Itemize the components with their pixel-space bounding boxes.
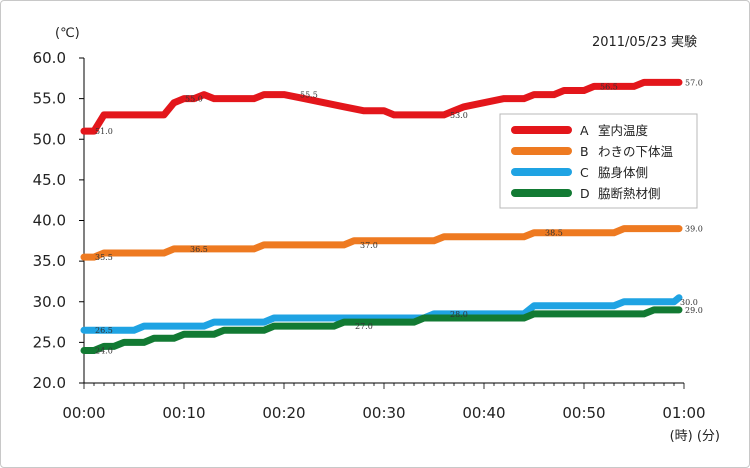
data-label-A: 55.0 [185,95,203,104]
legend-key-D: D [580,186,590,201]
series-line-A [80,78,683,135]
data-label-D: 27.0 [355,322,373,331]
y-tick-label: 25.0 [33,333,66,351]
y-tick-label: 60.0 [33,49,66,67]
data-label-B: 37.0 [360,241,378,250]
legend-label-A: 室内温度 [598,123,649,138]
x-tick-label: 00:50 [562,404,605,422]
data-label-B: 39.0 [685,225,703,234]
legend-label-C: 脇身体側 [598,165,648,180]
data-label-A: 56.5 [600,82,618,91]
x-tick-label: 00:40 [462,404,505,422]
legend: A 室内温度 B わきの下体温 C 脇身体側 D 脇断熱材側 [499,113,698,209]
y-tick-label: 55.0 [33,90,66,108]
data-label-C: 28.0 [450,310,468,319]
data-label-B: 35.5 [95,253,113,262]
data-label-A: 53.0 [450,111,468,120]
data-label-D: 29.0 [685,306,703,315]
data-label-B: 38.5 [545,229,563,238]
y-tick-label: 50.0 [33,130,66,148]
legend-key-B: B [580,144,589,159]
y-tick-label: 45.0 [33,171,66,189]
series-layer [80,78,683,354]
x-axis-unit-label: (時) (分) [670,429,720,444]
legend-label-B: わきの下体温 [598,144,674,159]
data-label-C: 30.0 [680,298,698,307]
y-axis: 20.0 25.0 30.0 35.0 40.0 45.0 50.0 55.0 60.0 [33,49,85,392]
y-tick-label: 40.0 [33,212,66,230]
data-label-A: 57.0 [685,78,703,87]
legend-label-D: 脇断熱材側 [598,186,661,201]
data-label-B: 36.5 [190,245,208,254]
data-labels-layer: 51.0 55.0 55.5 53.0 56.5 57.0 35.5 36.5 37.0 38.5… [95,78,703,355]
data-label-C: 26.5 [95,326,113,335]
legend-key-A: A [580,123,589,138]
y-tick-label: 35.0 [33,252,66,270]
y-tick-label: 20.0 [33,374,66,392]
data-label-D: 24.0 [95,347,113,356]
x-tick-label: 00:20 [262,404,305,422]
legend-key-C: C [580,165,589,180]
series-line-B [80,225,683,261]
experiment-date-note: 2011/05/23 実験 [592,34,697,50]
x-tick-label: 01:00 [662,404,705,422]
series-line-D [80,306,683,354]
data-label-A: 51.0 [95,127,113,136]
x-tick-label: 00:30 [362,404,405,422]
x-axis: 00:00 00:10 00:20 00:30 00:40 00:50 01:00 [62,382,706,422]
y-unit-label: (℃) [55,26,80,41]
x-tick-label: 00:10 [162,404,205,422]
x-tick-label: 00:00 [62,404,105,422]
y-tick-label: 30.0 [33,293,66,311]
data-label-A: 55.5 [300,91,318,100]
